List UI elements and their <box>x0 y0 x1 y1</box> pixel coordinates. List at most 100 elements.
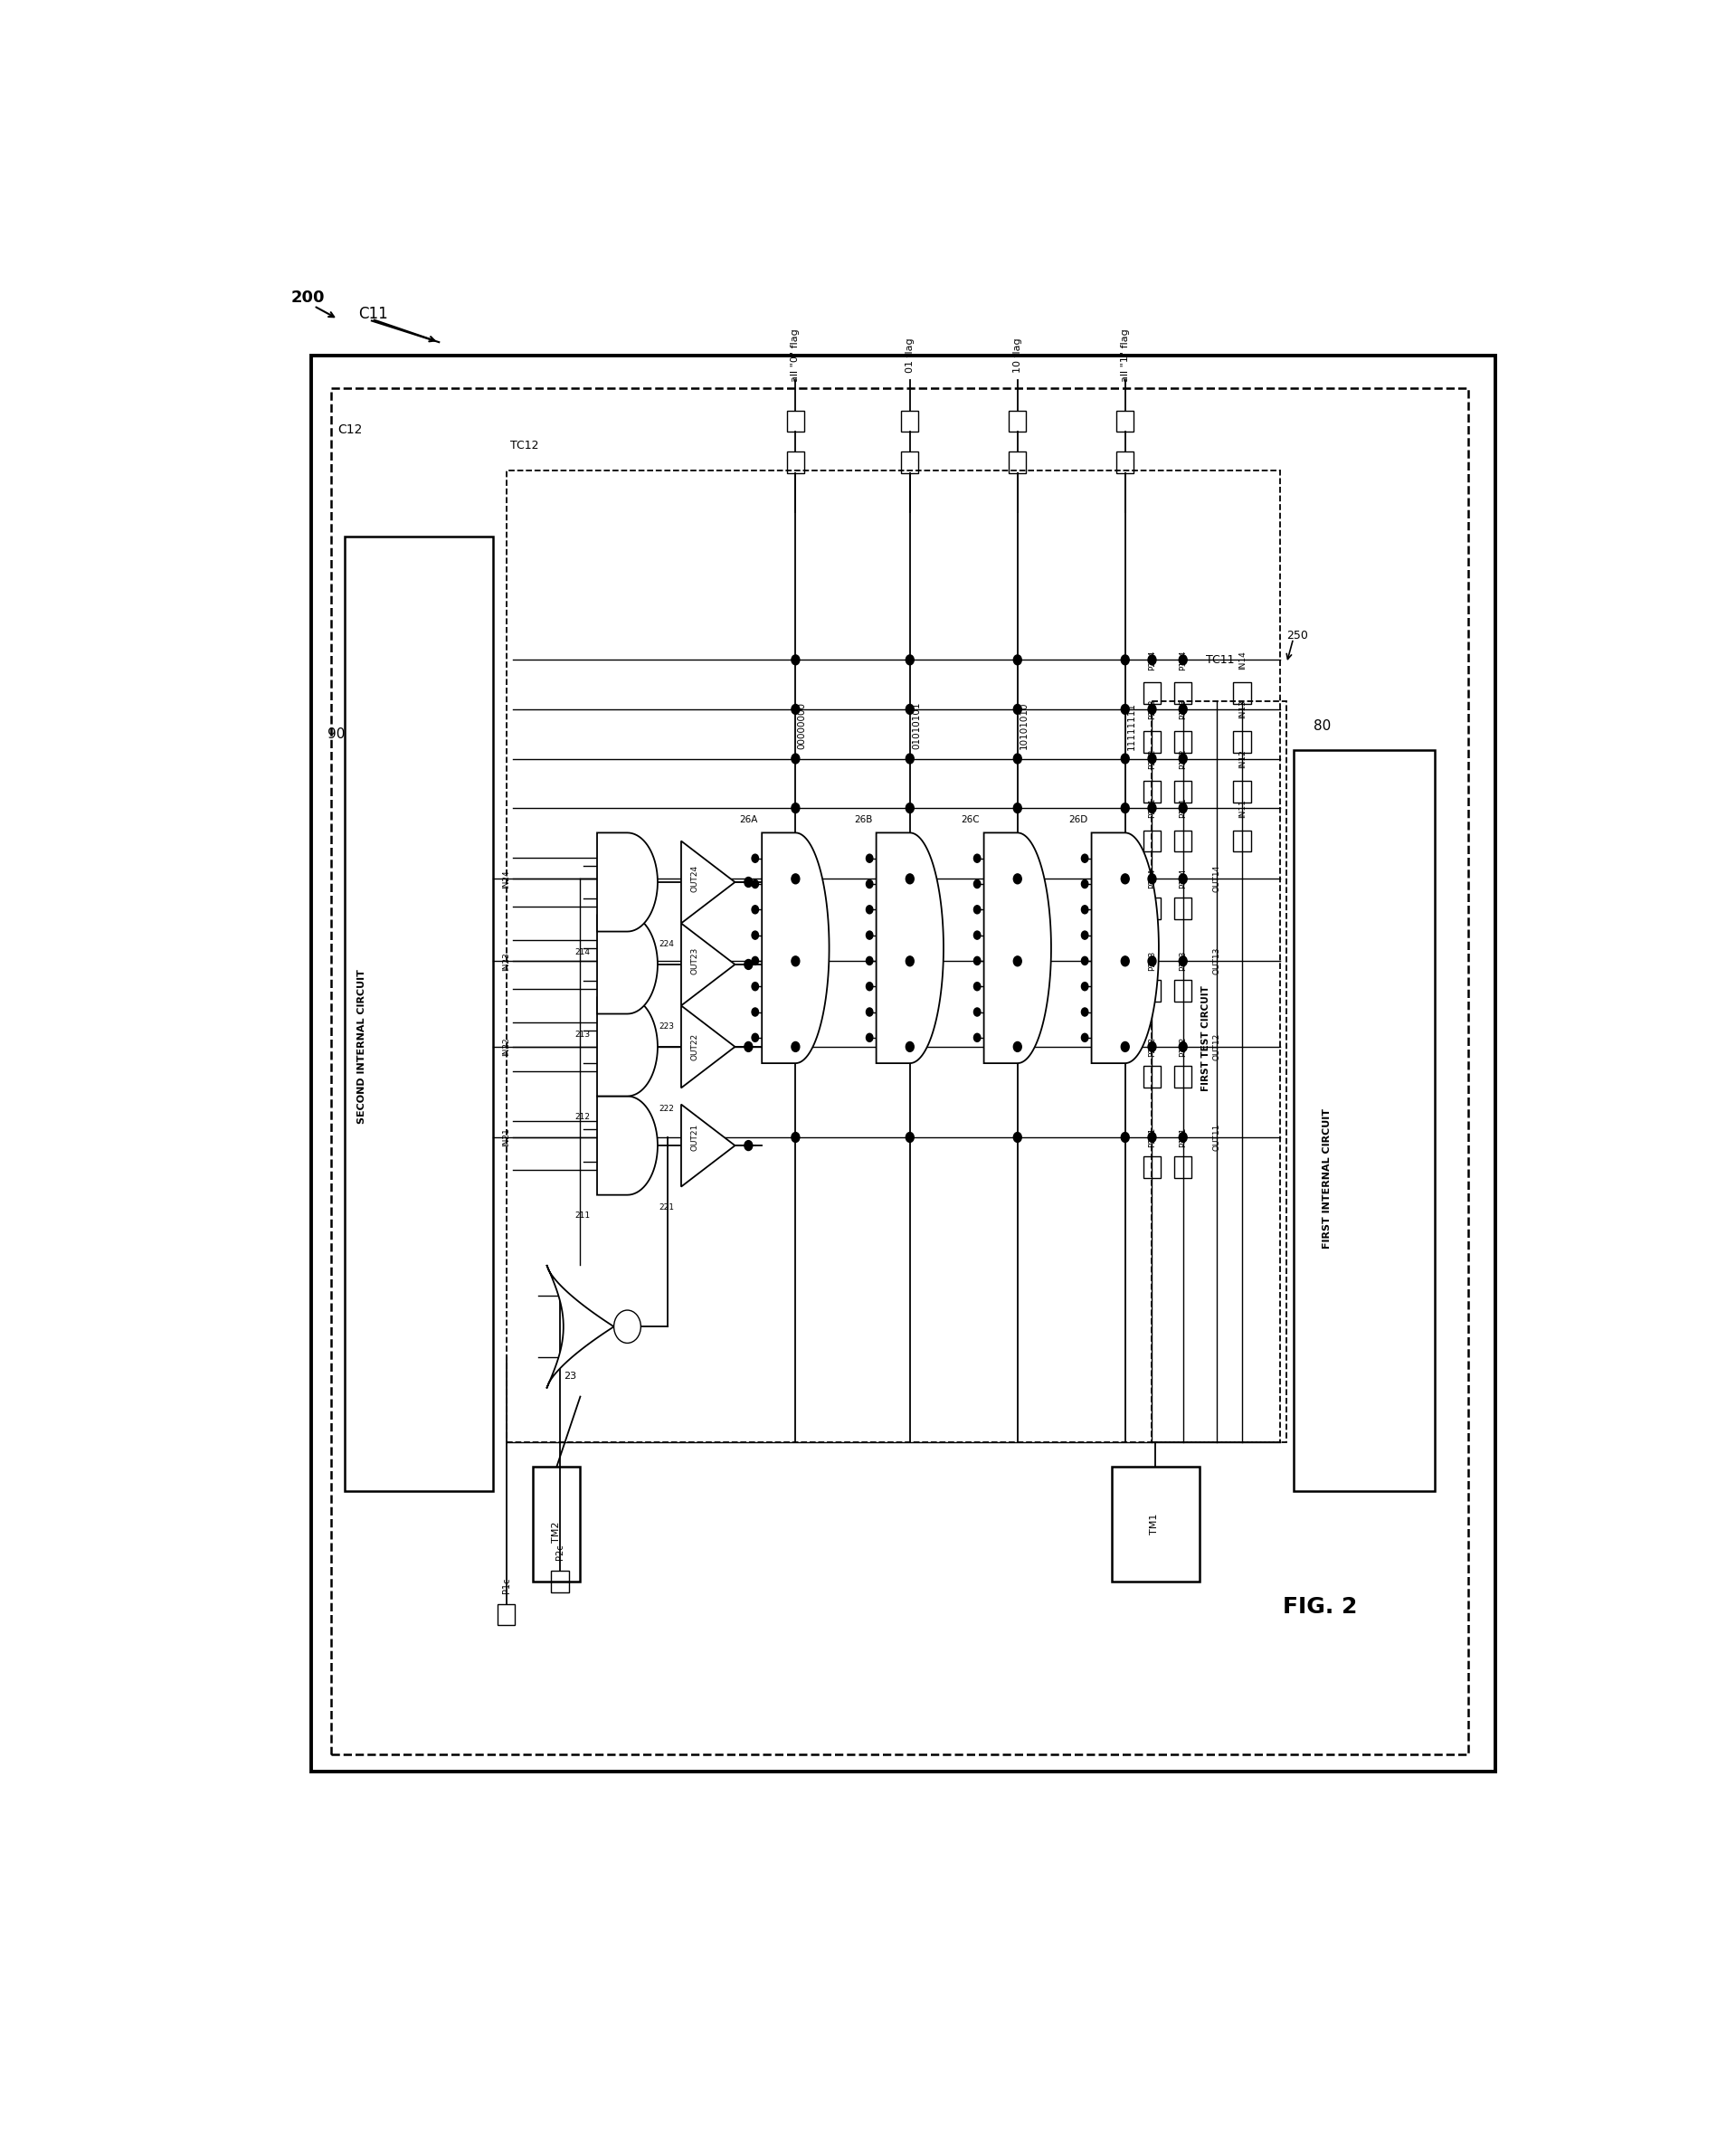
Text: 26A: 26A <box>740 815 759 825</box>
Circle shape <box>1147 654 1156 665</box>
Bar <box>1234 780 1252 802</box>
Circle shape <box>974 1007 981 1016</box>
Circle shape <box>906 1133 913 1142</box>
Circle shape <box>866 855 873 862</box>
Circle shape <box>866 1007 873 1016</box>
Text: P1b2: P1b2 <box>1179 748 1187 770</box>
Circle shape <box>906 874 913 883</box>
Circle shape <box>792 654 800 665</box>
Circle shape <box>745 877 752 887</box>
Circle shape <box>974 930 981 939</box>
Circle shape <box>792 956 800 966</box>
Text: P1a1: P1a1 <box>1179 1127 1187 1148</box>
Text: 10101010: 10101010 <box>1019 701 1029 750</box>
Circle shape <box>866 881 873 887</box>
Text: all "1" flag: all "1" flag <box>1121 329 1130 383</box>
Polygon shape <box>597 996 658 1097</box>
Text: TM2: TM2 <box>552 1522 561 1544</box>
Bar <box>1174 830 1191 851</box>
Circle shape <box>752 1033 759 1041</box>
Text: 26D: 26D <box>1068 815 1087 825</box>
Circle shape <box>1179 804 1187 812</box>
Circle shape <box>1121 755 1128 763</box>
Circle shape <box>1147 1133 1156 1142</box>
Circle shape <box>866 930 873 939</box>
Circle shape <box>1179 755 1187 763</box>
Text: TC11: TC11 <box>1207 654 1234 665</box>
Polygon shape <box>597 1097 658 1195</box>
Polygon shape <box>597 832 658 932</box>
Text: 11111111: 11111111 <box>1127 701 1137 750</box>
Circle shape <box>745 1041 752 1052</box>
Circle shape <box>1179 874 1187 883</box>
Circle shape <box>1082 956 1088 964</box>
Circle shape <box>866 907 873 913</box>
Text: OUT12: OUT12 <box>1212 1033 1220 1060</box>
Text: OUT11: OUT11 <box>1212 1125 1220 1150</box>
Circle shape <box>906 956 913 966</box>
Circle shape <box>1014 956 1021 966</box>
Circle shape <box>1179 1041 1187 1052</box>
Text: P1a4: P1a4 <box>1179 868 1187 889</box>
Text: IN11: IN11 <box>1238 800 1246 817</box>
Circle shape <box>1179 956 1187 966</box>
Circle shape <box>1082 881 1088 887</box>
Polygon shape <box>1092 832 1158 1063</box>
Circle shape <box>752 907 759 913</box>
Circle shape <box>1014 804 1021 812</box>
Bar <box>533 1467 580 1582</box>
Circle shape <box>792 755 800 763</box>
Circle shape <box>1082 855 1088 862</box>
Text: P2a2: P2a2 <box>1147 1037 1156 1056</box>
Text: P1c: P1c <box>502 1578 510 1593</box>
Text: OUT22: OUT22 <box>691 1033 698 1060</box>
Text: SECOND INTERNAL CIRCUIT: SECOND INTERNAL CIRCUIT <box>358 969 366 1125</box>
Bar <box>1116 410 1134 432</box>
Bar <box>1009 451 1026 472</box>
Circle shape <box>866 1033 873 1041</box>
Circle shape <box>752 956 759 964</box>
Circle shape <box>906 654 913 665</box>
Bar <box>1174 1065 1191 1086</box>
Bar <box>1009 410 1026 432</box>
Text: IN14: IN14 <box>1238 650 1246 669</box>
Text: FIG. 2: FIG. 2 <box>1283 1595 1358 1616</box>
Bar <box>311 355 1495 1770</box>
Text: P2b1: P2b1 <box>1147 797 1156 819</box>
Bar <box>1144 1157 1161 1178</box>
Text: 10 flag: 10 flag <box>1014 338 1023 372</box>
Text: IN22: IN22 <box>502 1037 510 1056</box>
Text: 223: 223 <box>660 1022 674 1031</box>
Bar <box>1174 979 1191 1001</box>
Circle shape <box>1121 1041 1128 1052</box>
Text: OUT14: OUT14 <box>1212 866 1220 892</box>
Bar <box>786 410 804 432</box>
Circle shape <box>974 1033 981 1041</box>
Circle shape <box>1082 930 1088 939</box>
Circle shape <box>1082 907 1088 913</box>
Bar <box>1174 898 1191 919</box>
Circle shape <box>1147 755 1156 763</box>
Circle shape <box>906 804 913 812</box>
Polygon shape <box>762 832 830 1063</box>
Bar <box>552 1571 569 1593</box>
Circle shape <box>792 1041 800 1052</box>
Text: 214: 214 <box>575 947 590 956</box>
Text: C11: C11 <box>358 306 387 323</box>
Circle shape <box>1147 804 1156 812</box>
Text: IN21: IN21 <box>502 1129 510 1146</box>
Polygon shape <box>597 915 658 1013</box>
Polygon shape <box>681 1105 734 1187</box>
Polygon shape <box>984 832 1050 1063</box>
Circle shape <box>1147 703 1156 714</box>
Circle shape <box>974 881 981 887</box>
Circle shape <box>1121 874 1128 883</box>
Circle shape <box>1121 703 1128 714</box>
Text: FIRST TEST CIRCUIT: FIRST TEST CIRCUIT <box>1201 986 1210 1090</box>
Text: TM1: TM1 <box>1151 1514 1160 1535</box>
Bar <box>1111 1467 1200 1582</box>
Text: OUT13: OUT13 <box>1212 947 1220 975</box>
Circle shape <box>792 703 800 714</box>
Text: P1b1: P1b1 <box>1179 797 1187 819</box>
Circle shape <box>974 855 981 862</box>
